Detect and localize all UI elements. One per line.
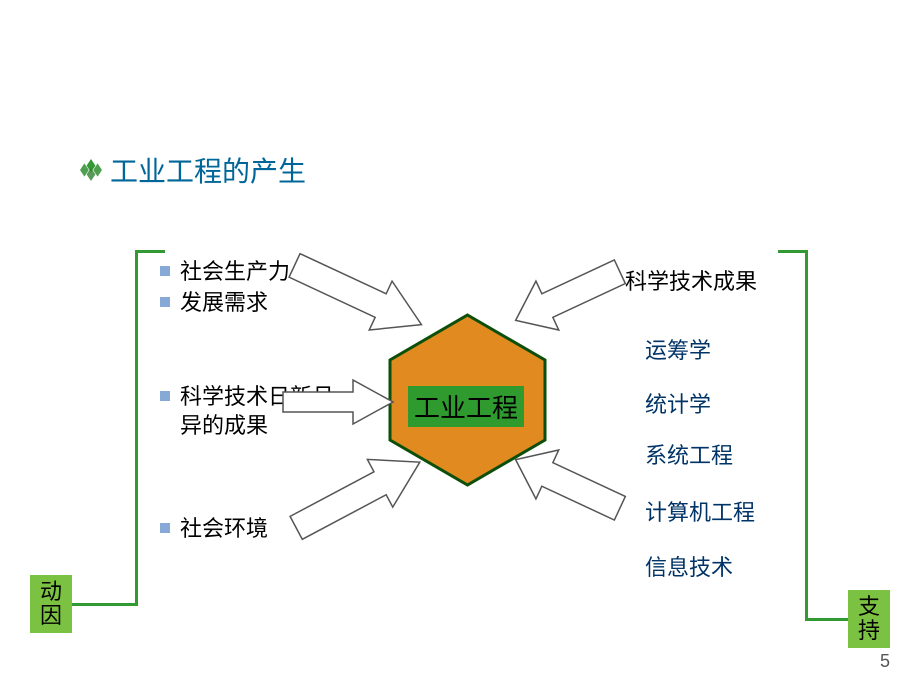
left-frame-top [135, 250, 165, 253]
arrow-upper-right [505, 250, 635, 340]
left-frame-bottom [70, 603, 138, 606]
right-tag: 支 持 [848, 590, 890, 648]
arrow-upper-left [278, 250, 438, 340]
left-tag: 动 因 [30, 575, 72, 633]
page-number: 5 [880, 651, 890, 672]
square-bullet-icon [160, 391, 170, 401]
square-bullet-icon [160, 297, 170, 307]
slide-title: 工业工程的产生 [110, 150, 306, 190]
left-item-4-text: 社会环境 [180, 515, 268, 544]
left-frame-vertical [135, 250, 138, 605]
square-bullet-icon [160, 523, 170, 533]
sub-item-2: 统计学 [645, 387, 711, 419]
diamond-bullet-icon [80, 159, 102, 181]
left-tag-label: 动 因 [40, 580, 62, 628]
right-item: 科学技术成果 [605, 268, 805, 297]
right-item-text: 科学技术成果 [625, 268, 757, 297]
arrow-lower-left [278, 445, 438, 545]
sub-item-1: 运筹学 [645, 333, 711, 365]
left-item-2-text: 发展需求 [180, 289, 268, 318]
right-frame-bottom [805, 618, 853, 621]
sub-item-5: 信息技术 [645, 550, 733, 582]
right-frame-top [778, 250, 808, 253]
arrow-middle-left [278, 372, 398, 432]
square-bullet-icon [160, 266, 170, 276]
slide: 工业工程的产生 动 因 支 持 社会生产力 发展需求 科学技术日新月 异的成果 … [0, 0, 920, 690]
left-item-1-text: 社会生产力 [180, 258, 290, 287]
sub-item-3: 系统工程 [645, 438, 733, 470]
right-frame-vertical [805, 250, 808, 620]
slide-title-row: 工业工程的产生 [80, 150, 306, 190]
right-tag-label: 支 持 [858, 595, 880, 643]
arrow-lower-right [505, 435, 635, 535]
sub-item-4: 计算机工程 [645, 495, 755, 527]
center-hexagon-label: 工业工程 [408, 386, 524, 427]
